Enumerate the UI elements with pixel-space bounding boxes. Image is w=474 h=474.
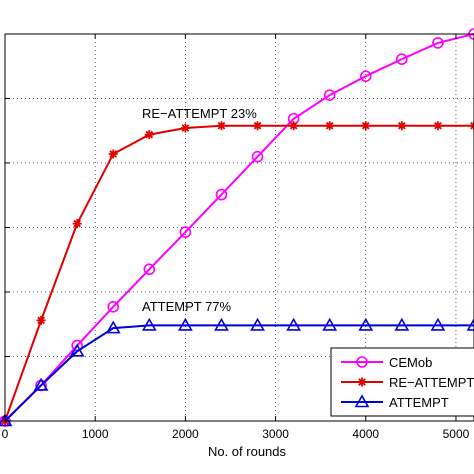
- data-point: [251, 150, 264, 163]
- data-point: [108, 149, 118, 159]
- x-tick-label: 2000: [172, 427, 199, 441]
- data-point: [253, 121, 263, 131]
- data-point: [215, 188, 228, 201]
- data-point: [322, 317, 338, 331]
- data-point: [33, 377, 49, 391]
- data-point: [250, 317, 265, 331]
- data-point: [358, 317, 374, 331]
- data-point: [361, 121, 371, 131]
- series-2: [0, 317, 474, 427]
- data-point: [216, 121, 226, 131]
- data-point: [469, 121, 474, 131]
- data-point: [394, 317, 410, 331]
- x-tick-label: 3000: [262, 427, 289, 441]
- series-line: [4, 324, 474, 422]
- grid: [5, 34, 474, 421]
- data-point: [0, 413, 13, 427]
- data-point: [325, 121, 335, 131]
- data-point: [69, 343, 85, 357]
- data-point: [105, 320, 121, 334]
- annotation-reattempt: RE−ATTEMPT 23%: [142, 106, 257, 121]
- x-tick-label: 4000: [352, 427, 379, 441]
- data-point: [323, 89, 336, 101]
- data-point: [430, 317, 446, 331]
- data-point: [36, 315, 46, 325]
- x-tick-label: 5000: [443, 427, 470, 441]
- data-point: [356, 356, 368, 368]
- series-line: [4, 124, 474, 422]
- x-axis-label: No. of rounds: [208, 444, 287, 459]
- data-point: [143, 263, 156, 276]
- data-point: [433, 121, 443, 131]
- data-point: [72, 219, 82, 229]
- data-point: [357, 377, 367, 387]
- data-point: [180, 123, 190, 133]
- x-tick-label: 0: [2, 427, 9, 441]
- data-point: [359, 70, 372, 82]
- legend-entry: RE−ATTEMPT: [341, 375, 474, 390]
- data-point: [286, 317, 301, 331]
- annotation-attempt: ATTEMPT 77%: [142, 299, 232, 314]
- legend-label: CEMob: [389, 355, 432, 370]
- data-point: [141, 317, 157, 331]
- data-point: [432, 37, 444, 49]
- data-point: [466, 317, 474, 331]
- legend-entry: CEMob: [341, 355, 432, 370]
- data-point: [397, 121, 407, 131]
- data-point: [214, 317, 229, 331]
- legend-label: RE−ATTEMPT: [389, 375, 474, 390]
- x-tick-label: 1000: [82, 427, 109, 441]
- data-point: [178, 317, 193, 331]
- series-line: [4, 33, 474, 422]
- data-point: [396, 53, 408, 65]
- data-point: [107, 301, 120, 313]
- data-point: [144, 130, 154, 140]
- legend-label: ATTEMPT: [389, 395, 449, 410]
- data-point: [289, 121, 299, 131]
- legend-entry: ATTEMPT: [341, 394, 449, 410]
- data-point: [354, 394, 370, 408]
- data-point: [179, 226, 192, 238]
- series-0: [0, 28, 474, 427]
- legend: CEMob RE−ATTEMPT ATTEMPT: [330, 347, 474, 417]
- axis-ticks: 0 1000 2000 3000 4000 5000: [2, 34, 470, 441]
